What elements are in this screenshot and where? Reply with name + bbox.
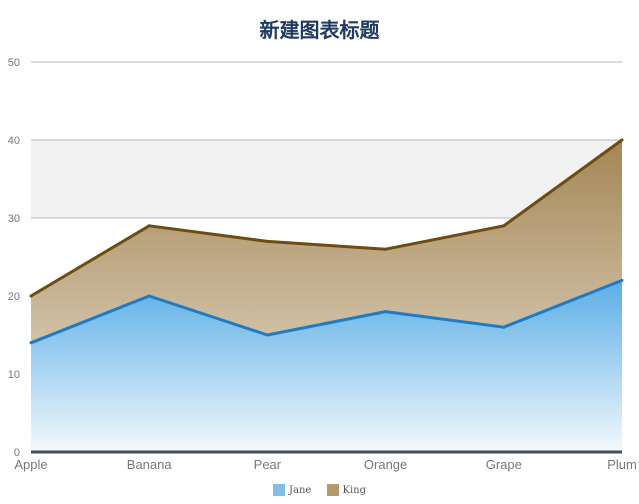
- legend-label-jane: Jane: [288, 484, 312, 496]
- point-jane-1: [147, 294, 151, 298]
- x-tick-label: Apple: [14, 457, 47, 472]
- line-jane: [30, 279, 623, 345]
- point-king-0: [29, 294, 33, 298]
- legend-swatch-jane: [272, 484, 285, 496]
- point-jane-5: [620, 278, 624, 282]
- y-axis-ticks: 0 10 20 30 40 50: [8, 57, 20, 459]
- legend-swatch-king: [326, 484, 339, 496]
- legend-label-king: King: [342, 484, 367, 496]
- y-tick-label: 0: [14, 447, 20, 459]
- point-king-1: [147, 224, 151, 228]
- grid-band: [31, 62, 622, 140]
- legend-item-jane[interactable]: Jane: [272, 484, 312, 496]
- line-king: [30, 138, 623, 298]
- legend-item-king[interactable]: King: [326, 484, 367, 496]
- x-axis-ticks: Apple Banana Pear Orange Grape Plum: [14, 457, 636, 472]
- y-tick-label: 50: [8, 57, 20, 69]
- x-tick-label: Grape: [486, 457, 522, 472]
- y-tick-label: 10: [8, 369, 20, 381]
- point-jane-2: [265, 333, 269, 337]
- point-jane-3: [384, 310, 388, 314]
- series-areas: [31, 140, 622, 452]
- series-lines: [29, 138, 624, 345]
- y-tick-label: 40: [8, 135, 20, 147]
- area-jane: [31, 280, 622, 452]
- y-tick-label: 20: [8, 291, 20, 303]
- point-jane-0: [29, 341, 33, 345]
- point-king-4: [502, 224, 506, 228]
- y-tick-label: 30: [8, 213, 20, 225]
- grid-band: [31, 140, 622, 218]
- legend: Jane King: [0, 484, 639, 499]
- point-jane-4: [502, 325, 506, 329]
- point-king-2: [265, 239, 269, 243]
- chart-title: 新建图表标题: [259, 18, 380, 42]
- x-tick-label: Plum: [607, 457, 637, 472]
- x-tick-label: Pear: [254, 457, 282, 472]
- x-tick-label: Banana: [127, 457, 173, 472]
- point-king-5: [620, 138, 624, 142]
- point-king-3: [384, 247, 388, 251]
- area-chart: 0 10 20 30 40 50 Apple Banana Pear Orange Grape Pl…: [8, 57, 637, 472]
- x-tick-label: Orange: [364, 457, 407, 472]
